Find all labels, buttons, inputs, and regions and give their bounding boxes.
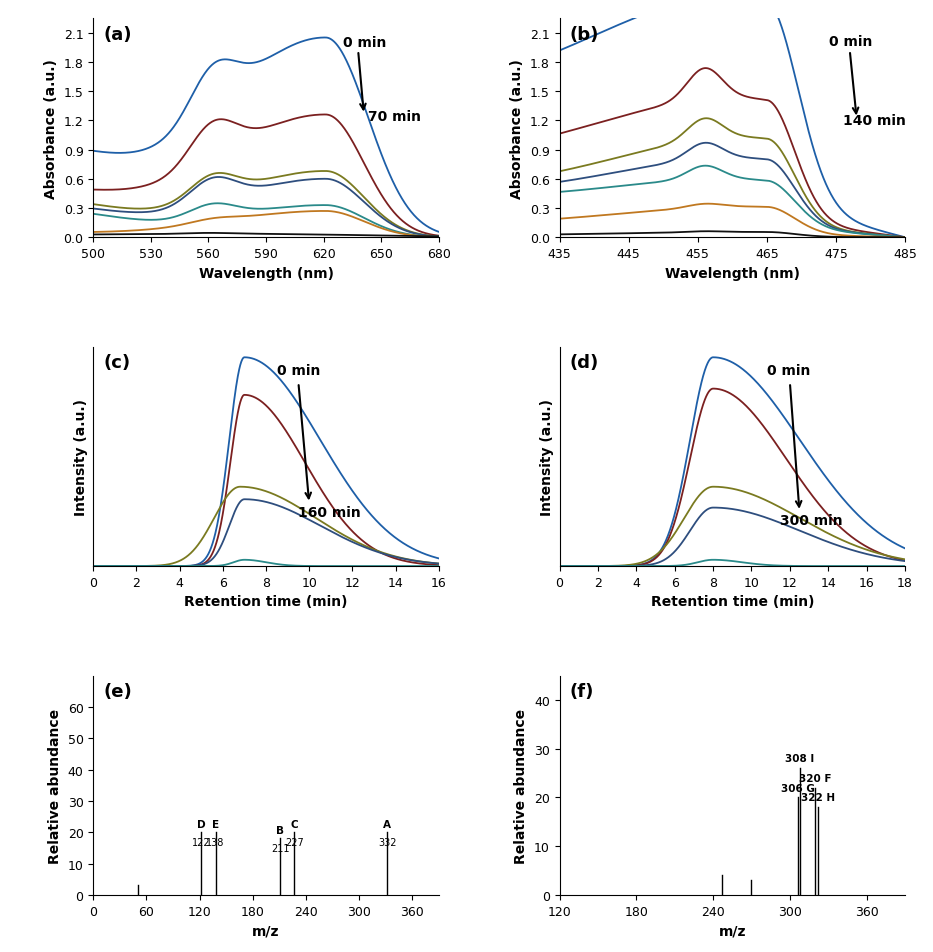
Text: (f): (f) <box>570 683 594 701</box>
Text: 332: 332 <box>378 837 397 847</box>
Text: 0 min: 0 min <box>829 35 872 50</box>
Text: B: B <box>276 825 285 836</box>
Text: C: C <box>290 820 299 829</box>
Y-axis label: Relative abundance: Relative abundance <box>48 708 62 863</box>
Text: 211: 211 <box>271 843 289 853</box>
Text: 306 G: 306 G <box>781 783 815 793</box>
Y-axis label: Absorbance (a.u.): Absorbance (a.u.) <box>44 59 58 198</box>
Text: 122: 122 <box>192 837 211 847</box>
Text: A: A <box>383 820 391 829</box>
Text: 300 min: 300 min <box>780 514 842 527</box>
Text: 322 H: 322 H <box>801 792 835 803</box>
Text: 70 min: 70 min <box>368 110 421 124</box>
X-axis label: Retention time (min): Retention time (min) <box>650 595 815 608</box>
Text: 140 min: 140 min <box>842 114 906 129</box>
X-axis label: m/z: m/z <box>718 923 746 937</box>
Text: E: E <box>212 820 219 829</box>
X-axis label: Retention time (min): Retention time (min) <box>184 595 348 608</box>
Text: D: D <box>197 820 205 829</box>
Text: (b): (b) <box>570 26 599 44</box>
Y-axis label: Intensity (a.u.): Intensity (a.u.) <box>540 399 554 515</box>
Y-axis label: Intensity (a.u.): Intensity (a.u.) <box>74 399 88 515</box>
Text: 227: 227 <box>285 837 304 847</box>
Text: 0 min: 0 min <box>767 364 810 378</box>
Text: 0 min: 0 min <box>342 36 386 50</box>
Text: 308 I: 308 I <box>786 754 815 764</box>
Text: (d): (d) <box>570 354 599 372</box>
Text: (c): (c) <box>104 354 131 372</box>
X-axis label: Wavelength (nm): Wavelength (nm) <box>665 267 800 280</box>
Text: (e): (e) <box>104 683 132 701</box>
Y-axis label: Absorbance (a.u.): Absorbance (a.u.) <box>510 59 524 198</box>
X-axis label: m/z: m/z <box>252 923 280 937</box>
X-axis label: Wavelength (nm): Wavelength (nm) <box>199 267 333 280</box>
Y-axis label: Relative abundance: Relative abundance <box>514 708 528 863</box>
Text: 320 F: 320 F <box>800 773 831 783</box>
Text: 0 min: 0 min <box>277 364 320 378</box>
Text: 138: 138 <box>206 837 225 847</box>
Text: (a): (a) <box>104 26 132 44</box>
Text: 160 min: 160 min <box>299 506 361 520</box>
